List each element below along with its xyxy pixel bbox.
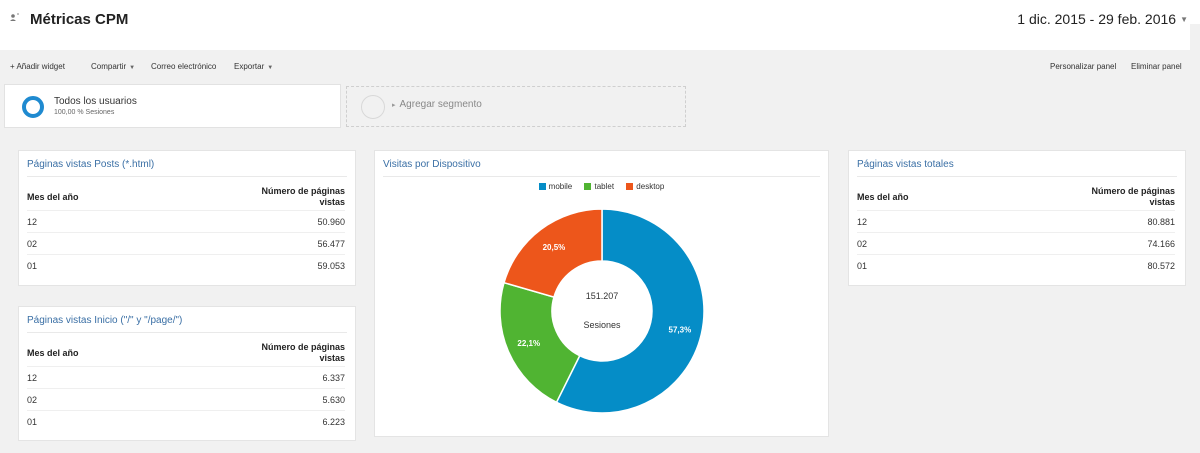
cell-month: 02 <box>27 395 38 405</box>
dashboard-toolbar: + Añadir widget Compartir ▼ Correo electr… <box>0 56 1200 76</box>
widget-title[interactable]: Páginas vistas Posts (*.html) <box>27 159 155 170</box>
column-header-line2: vistas <box>319 197 345 207</box>
cell-month: 01 <box>27 417 38 427</box>
column-header-line2: vistas <box>1149 197 1175 207</box>
cell-pageviews: 74.166 <box>1147 239 1175 249</box>
page-scrollbar[interactable] <box>1190 24 1200 444</box>
widget-title[interactable]: Páginas vistas totales <box>857 159 954 170</box>
add-segment-label: Agregar segmento <box>399 99 482 110</box>
widget-divider <box>857 176 1177 177</box>
table-row: 02 5.630 <box>27 388 345 411</box>
share-button[interactable]: Compartir ▼ <box>91 62 135 71</box>
active-segment-card[interactable]: Todos los usuarios 100,00 % Sesiones <box>4 84 341 128</box>
table-row: 01 6.223 <box>27 410 345 433</box>
widget-visits-by-device: Visitas por Dispositivo mobile tablet de… <box>374 150 829 437</box>
table-row: 01 80.572 <box>857 254 1175 277</box>
cell-month: 01 <box>857 261 868 271</box>
page-title: Métricas CPM <box>30 11 129 28</box>
table-row: 01 59.053 <box>27 254 345 277</box>
segment-name: Todos los usuarios <box>54 96 137 107</box>
donut-slice-label: 57,3% <box>669 325 692 334</box>
cell-pageviews: 5.630 <box>322 395 345 405</box>
customize-dashboard-button[interactable]: Personalizar panel <box>1050 62 1117 71</box>
legend-item-mobile[interactable]: mobile <box>538 182 573 191</box>
donut-slice-label: 20,5% <box>543 243 566 252</box>
column-header-pageviews: Número de páginas vistas <box>1091 186 1175 208</box>
cell-pageviews: 80.881 <box>1147 217 1175 227</box>
user-icon <box>10 13 19 21</box>
cell-pageviews: 6.337 <box>322 373 345 383</box>
add-widget-button[interactable]: + Añadir widget <box>10 62 65 71</box>
legend-label: mobile <box>548 182 573 191</box>
chart-legend: mobile tablet desktop <box>375 182 828 191</box>
share-label: Compartir <box>91 62 127 71</box>
donut-slice-desktop[interactable] <box>503 208 603 299</box>
chevron-down-icon: ▼ <box>267 65 274 71</box>
column-header-month: Mes del año <box>857 192 909 202</box>
column-header-pageviews: Número de páginas vistas <box>261 342 345 364</box>
widget-home-pageviews: Páginas vistas Inicio ("/" y "/page/") M… <box>18 306 356 441</box>
column-header-month: Mes del año <box>27 192 79 202</box>
widget-total-pageviews: Páginas vistas totales Mes del año Númer… <box>848 150 1186 286</box>
donut-slice-label: 22,1% <box>517 339 540 348</box>
donut-slice-mobile[interactable] <box>555 208 705 414</box>
legend-item-tablet[interactable]: tablet <box>584 182 614 191</box>
cell-month: 02 <box>27 239 38 249</box>
add-segment-button[interactable]: ▸ Agregar segmento <box>346 86 686 127</box>
legend-swatch <box>584 183 592 190</box>
cell-month: 12 <box>27 217 38 227</box>
cell-month: 02 <box>857 239 868 249</box>
column-header-line1: Número de páginas <box>1091 186 1175 196</box>
export-label: Exportar <box>234 62 265 71</box>
email-button[interactable]: Correo electrónico <box>151 62 217 71</box>
widget-title[interactable]: Visitas por Dispositivo <box>383 159 481 170</box>
column-header-line2: vistas <box>319 353 345 363</box>
widget-divider <box>383 176 820 177</box>
header-bar: Métricas CPM 1 dic. 2015 - 29 feb. 2016 … <box>0 0 1200 50</box>
widget-divider <box>27 332 347 333</box>
donut-center-label: Sesiones <box>583 320 621 330</box>
table-row: 02 56.477 <box>27 232 345 255</box>
legend-label: tablet <box>594 182 615 191</box>
cell-pageviews: 56.477 <box>317 239 345 249</box>
donut-slice-tablet[interactable] <box>499 281 581 404</box>
cell-pageviews: 50.960 <box>317 217 345 227</box>
segment-percentage: 100,00 % Sesiones <box>54 109 115 116</box>
cell-pageviews: 80.572 <box>1147 261 1175 271</box>
column-header-pageviews: Número de páginas vistas <box>261 186 345 208</box>
legend-label: desktop <box>636 182 665 191</box>
column-header-line1: Número de páginas <box>261 342 345 352</box>
delete-dashboard-button[interactable]: Eliminar panel <box>1131 62 1182 71</box>
cell-month: 12 <box>27 373 38 383</box>
donut-center-value: 151.207 <box>586 291 619 301</box>
legend-swatch <box>626 183 634 190</box>
cell-month: 12 <box>857 217 868 227</box>
table-row: 12 6.337 <box>27 366 345 389</box>
add-segment-label-wrap: ▸ Agregar segmento <box>392 99 482 110</box>
cell-month: 01 <box>27 261 38 271</box>
widget-title[interactable]: Páginas vistas Inicio ("/" y "/page/") <box>27 315 183 326</box>
empty-segment-ring-icon <box>361 95 385 119</box>
widget-divider <box>27 176 347 177</box>
widget-posts-pageviews: Páginas vistas Posts (*.html) Mes del añ… <box>18 150 356 286</box>
table-row: 12 50.960 <box>27 210 345 233</box>
chevron-right-icon: ▸ <box>392 102 396 109</box>
segment-ring-icon <box>22 96 44 118</box>
date-range-label: 1 dic. 2015 - 29 feb. 2016 <box>1017 11 1177 27</box>
cell-pageviews: 59.053 <box>317 261 345 271</box>
column-header-line1: Número de páginas <box>261 186 345 196</box>
chevron-down-icon: ▼ <box>1180 14 1188 24</box>
table-row: 12 80.881 <box>857 210 1175 233</box>
legend-item-desktop[interactable]: desktop <box>626 182 664 191</box>
table-row: 02 74.166 <box>857 232 1175 255</box>
export-button[interactable]: Exportar ▼ <box>234 62 273 71</box>
column-header-month: Mes del año <box>27 348 79 358</box>
date-range-picker[interactable]: 1 dic. 2015 - 29 feb. 2016 ▼ <box>1017 11 1188 27</box>
cell-pageviews: 6.223 <box>322 417 345 427</box>
chevron-down-icon: ▼ <box>129 65 136 71</box>
legend-swatch <box>538 183 546 190</box>
device-donut-chart: 57,3% 22,1% 20,5% 151.207 Sesiones <box>499 208 705 414</box>
